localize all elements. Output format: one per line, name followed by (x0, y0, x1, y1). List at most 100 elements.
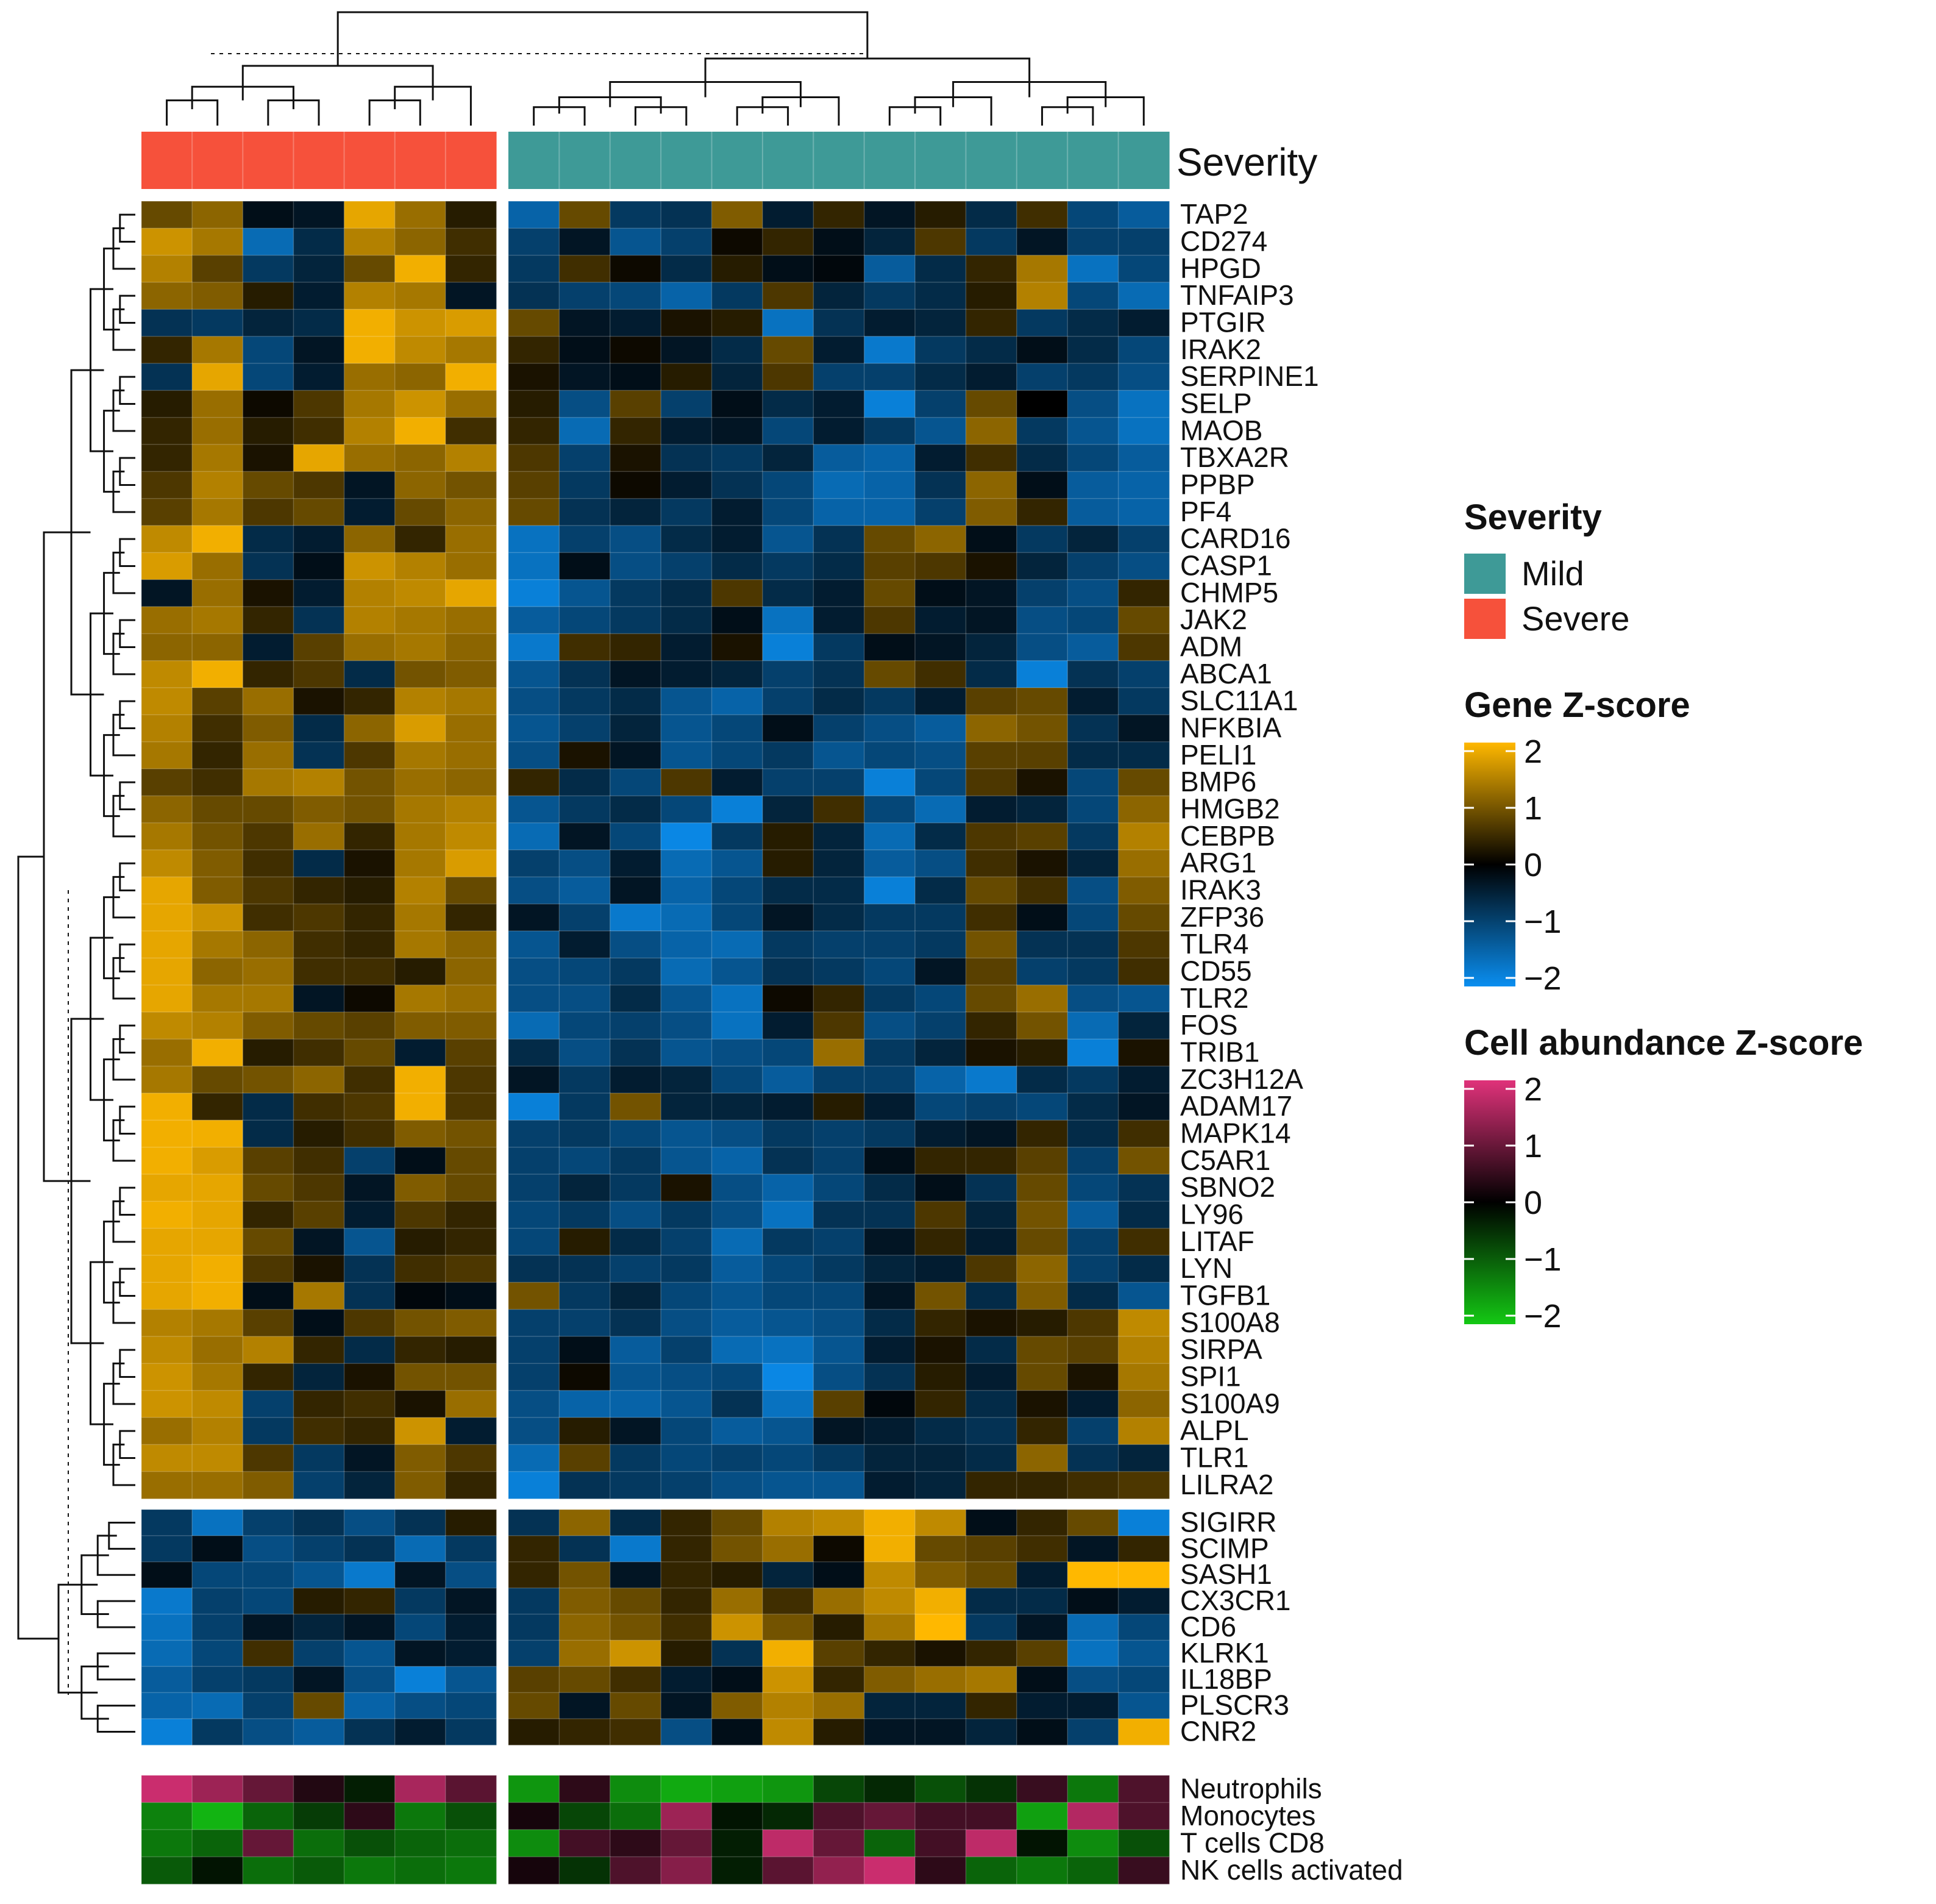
heatmap-cell (242, 1011, 294, 1040)
heatmap-cell (445, 1775, 497, 1803)
heatmap-cell (711, 363, 764, 391)
heatmap-cell (394, 1639, 447, 1667)
heatmap-cell (863, 363, 916, 391)
heatmap-cell (394, 876, 447, 905)
heatmap-cell (293, 390, 345, 418)
heatmap-cell (1067, 1666, 1119, 1694)
heatmap-cell (508, 1775, 560, 1803)
heatmap-cell (343, 335, 396, 365)
heatmap-cell (1016, 876, 1069, 905)
heatmap-cell (914, 606, 967, 635)
heatmap-cell (610, 254, 662, 283)
heatmap-cell (610, 1775, 662, 1803)
heatmap-cell (711, 497, 764, 527)
heatmap-cell (660, 1011, 713, 1040)
heatmap-cell (660, 1509, 713, 1537)
heatmap-cell (394, 687, 447, 716)
heatmap-cell (762, 1200, 814, 1229)
heatmap-cell (343, 444, 396, 472)
heatmap-cell (813, 1255, 865, 1283)
heatmap-cell (1117, 1613, 1170, 1641)
heatmap-cell (445, 606, 497, 635)
heatmap-cell (191, 1535, 244, 1563)
gene-label: SASH1 (1180, 1558, 1272, 1590)
heatmap-cell (1067, 552, 1119, 580)
heatmap-cell (558, 390, 611, 418)
heatmap-cell (343, 1119, 396, 1148)
heatmap-cell (610, 1255, 662, 1283)
heatmap-cell (711, 1509, 764, 1537)
heatmap-cell (141, 471, 193, 499)
heatmap-cell (610, 579, 662, 608)
heatmap-cell (293, 957, 345, 986)
heatmap-cell (394, 1666, 447, 1694)
heatmap-cell (1117, 768, 1170, 797)
gene-label: FOS (1180, 1009, 1238, 1041)
heatmap-cell (558, 1389, 611, 1419)
heatmap-cell (762, 1363, 814, 1391)
heatmap-cell (914, 1856, 967, 1885)
heatmap-cell (1117, 254, 1170, 283)
heatmap-cell (762, 1613, 814, 1641)
severity-track-label: Severity (1176, 140, 1317, 184)
heatmap-cell (141, 416, 193, 446)
heatmap-cell (141, 1417, 193, 1446)
heatmap-cell (343, 201, 396, 229)
heatmap-cell (343, 1417, 396, 1446)
heatmap-cell (293, 768, 345, 797)
heatmap-cell (141, 1587, 193, 1615)
heatmap-cell (813, 1200, 865, 1229)
heatmap-cell (343, 1613, 396, 1641)
heatmap-cell (1016, 525, 1069, 554)
heatmap-cell (711, 930, 764, 959)
heatmap-cell (242, 1856, 294, 1885)
heatmap-cell (508, 1227, 560, 1257)
heatmap-cell (610, 227, 662, 256)
heatmap-cell (191, 1038, 244, 1067)
heatmap-cell (711, 1255, 764, 1283)
heatmap-cell (711, 308, 764, 337)
dendrogram-link (17, 855, 59, 1640)
heatmap-cell (394, 1255, 447, 1283)
heatmap-cell (762, 1561, 814, 1589)
heatmap-cell (762, 903, 814, 932)
heatmap-cell (445, 1666, 497, 1694)
heatmap-cell (191, 1200, 244, 1229)
heatmap-cell (191, 1389, 244, 1419)
heatmap-cell (445, 660, 497, 689)
heatmap-cell (445, 471, 497, 499)
heatmap-cell (863, 1639, 916, 1667)
heatmap-cell (394, 606, 447, 635)
heatmap-cell (660, 1718, 713, 1746)
heatmap-cell (293, 1200, 345, 1229)
heatmap-cell (141, 1363, 193, 1391)
heatmap-cell (1117, 606, 1170, 635)
heatmap-cell (293, 1282, 345, 1310)
heatmap-cell (508, 1639, 560, 1667)
heatmap-cell (394, 1509, 447, 1537)
heatmap-cell (965, 984, 1018, 1013)
heatmap-cell (660, 1417, 713, 1446)
heatmap-cell (1117, 1417, 1170, 1446)
heatmap-cell (813, 471, 865, 499)
heatmap-cell (141, 903, 193, 932)
heatmap-cell (394, 822, 447, 851)
heatmap-cell (343, 1363, 396, 1391)
heatmap-cell (914, 1119, 967, 1148)
gene-label: IL18BP (1180, 1663, 1272, 1695)
gene-label: SBNO2 (1180, 1171, 1275, 1203)
heatmap-cell (965, 1417, 1018, 1446)
heatmap-cell (508, 1692, 560, 1720)
heatmap-cell (508, 1363, 560, 1391)
heatmap-cell (141, 525, 193, 554)
heatmap-cell (1016, 1587, 1069, 1615)
heatmap-cell (293, 1119, 345, 1148)
heatmap-cell (191, 633, 244, 661)
heatmap-cell (1117, 1718, 1170, 1746)
heatmap-cell (711, 525, 764, 554)
heatmap-cell (660, 1255, 713, 1283)
severity-cell (864, 132, 916, 189)
severity-legend-title: Severity (1464, 497, 1602, 537)
heatmap-cell (343, 416, 396, 446)
heatmap-cell (610, 1227, 662, 1257)
